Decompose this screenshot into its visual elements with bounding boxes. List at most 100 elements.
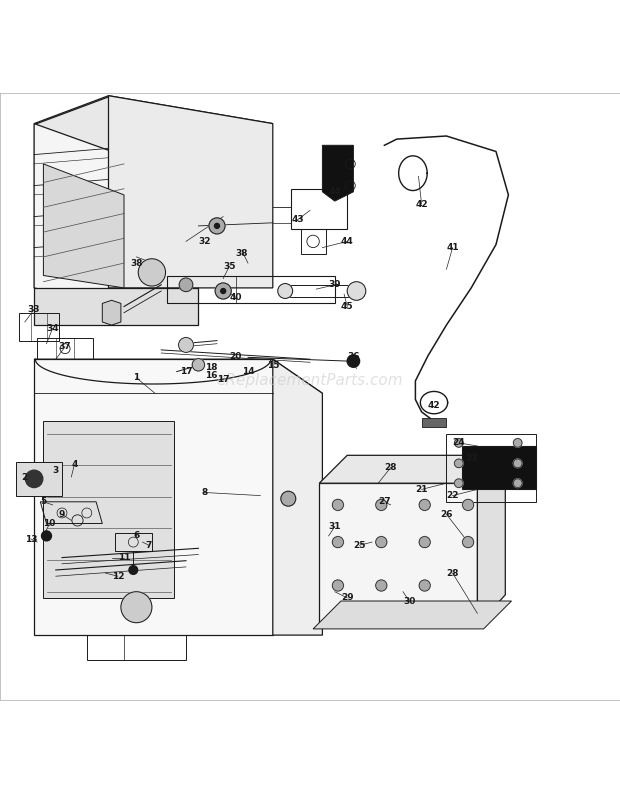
Text: 16: 16 bbox=[205, 372, 217, 380]
Circle shape bbox=[215, 283, 231, 299]
Polygon shape bbox=[319, 455, 505, 483]
Text: 17: 17 bbox=[180, 367, 192, 376]
Circle shape bbox=[129, 566, 138, 574]
Polygon shape bbox=[322, 145, 353, 201]
Polygon shape bbox=[108, 96, 273, 288]
Polygon shape bbox=[102, 300, 121, 325]
Circle shape bbox=[179, 278, 193, 292]
Circle shape bbox=[454, 479, 463, 487]
Text: 15: 15 bbox=[267, 361, 279, 370]
Text: 44: 44 bbox=[341, 237, 353, 246]
Circle shape bbox=[209, 218, 225, 234]
Text: 30: 30 bbox=[403, 597, 415, 606]
Text: eReplacementParts.com: eReplacementParts.com bbox=[216, 373, 404, 388]
Circle shape bbox=[278, 284, 293, 299]
Polygon shape bbox=[34, 124, 198, 325]
Polygon shape bbox=[34, 288, 198, 325]
Circle shape bbox=[513, 439, 522, 447]
Text: 26: 26 bbox=[440, 510, 453, 519]
Circle shape bbox=[281, 491, 296, 506]
Text: 28: 28 bbox=[446, 569, 459, 578]
Text: 10: 10 bbox=[43, 519, 56, 528]
Text: 2: 2 bbox=[22, 472, 28, 482]
Text: 18: 18 bbox=[205, 363, 217, 372]
Text: 32: 32 bbox=[198, 237, 211, 246]
Text: 31: 31 bbox=[329, 522, 341, 531]
Polygon shape bbox=[313, 601, 512, 629]
Circle shape bbox=[376, 499, 387, 511]
Text: 9: 9 bbox=[59, 510, 65, 519]
Text: 28: 28 bbox=[384, 463, 397, 472]
Circle shape bbox=[347, 355, 360, 368]
Circle shape bbox=[463, 499, 474, 511]
Text: 14: 14 bbox=[242, 367, 254, 376]
Circle shape bbox=[419, 536, 430, 547]
Text: 21: 21 bbox=[415, 485, 428, 494]
Text: 1: 1 bbox=[133, 373, 140, 382]
Text: 38: 38 bbox=[130, 259, 143, 268]
Text: 4: 4 bbox=[71, 460, 78, 469]
Circle shape bbox=[192, 359, 205, 371]
Circle shape bbox=[332, 536, 343, 547]
Text: 29: 29 bbox=[341, 594, 353, 602]
Text: 37: 37 bbox=[59, 342, 71, 352]
Text: 25: 25 bbox=[353, 541, 366, 550]
Text: 13: 13 bbox=[347, 358, 360, 367]
Text: 42: 42 bbox=[415, 200, 428, 209]
Text: 22: 22 bbox=[446, 491, 459, 500]
Circle shape bbox=[121, 592, 152, 622]
Polygon shape bbox=[422, 418, 446, 427]
Circle shape bbox=[25, 470, 43, 487]
Circle shape bbox=[221, 288, 226, 293]
Circle shape bbox=[179, 337, 193, 352]
Polygon shape bbox=[16, 462, 62, 495]
Circle shape bbox=[347, 282, 366, 300]
Text: 34: 34 bbox=[46, 324, 59, 332]
Text: 24: 24 bbox=[453, 439, 465, 447]
Circle shape bbox=[463, 536, 474, 547]
Text: 6: 6 bbox=[133, 531, 140, 540]
Text: 13: 13 bbox=[25, 535, 37, 543]
Text: 23: 23 bbox=[465, 454, 477, 463]
Polygon shape bbox=[273, 360, 322, 635]
Polygon shape bbox=[477, 455, 505, 626]
Circle shape bbox=[513, 459, 522, 467]
Circle shape bbox=[513, 479, 522, 487]
Text: 42: 42 bbox=[428, 401, 440, 410]
Text: 11: 11 bbox=[118, 553, 130, 562]
Polygon shape bbox=[462, 446, 536, 490]
Text: 7: 7 bbox=[146, 541, 152, 550]
Text: 17: 17 bbox=[217, 376, 229, 384]
Text: 27: 27 bbox=[378, 497, 391, 507]
Text: 39: 39 bbox=[329, 280, 341, 289]
Polygon shape bbox=[34, 96, 108, 288]
Polygon shape bbox=[34, 96, 273, 182]
Circle shape bbox=[454, 439, 463, 447]
Circle shape bbox=[215, 224, 219, 229]
Text: 33: 33 bbox=[28, 305, 40, 314]
Text: 41: 41 bbox=[446, 243, 459, 252]
Circle shape bbox=[376, 580, 387, 591]
Text: 44: 44 bbox=[329, 187, 341, 197]
Text: 5: 5 bbox=[40, 497, 46, 507]
Circle shape bbox=[42, 531, 51, 541]
Text: 43: 43 bbox=[291, 215, 304, 225]
Circle shape bbox=[419, 499, 430, 511]
Circle shape bbox=[332, 580, 343, 591]
Text: 20: 20 bbox=[229, 352, 242, 360]
Text: 8: 8 bbox=[202, 488, 208, 497]
Circle shape bbox=[376, 536, 387, 547]
Polygon shape bbox=[34, 360, 273, 635]
Text: 45: 45 bbox=[341, 302, 353, 311]
Text: 3: 3 bbox=[53, 467, 59, 475]
Polygon shape bbox=[43, 421, 174, 598]
Text: 38: 38 bbox=[236, 249, 248, 258]
Circle shape bbox=[419, 580, 430, 591]
Text: 12: 12 bbox=[112, 572, 124, 581]
Polygon shape bbox=[34, 360, 322, 393]
Circle shape bbox=[138, 259, 166, 286]
Polygon shape bbox=[319, 483, 477, 626]
Polygon shape bbox=[43, 164, 124, 288]
Text: 35: 35 bbox=[223, 262, 236, 271]
Circle shape bbox=[332, 499, 343, 511]
